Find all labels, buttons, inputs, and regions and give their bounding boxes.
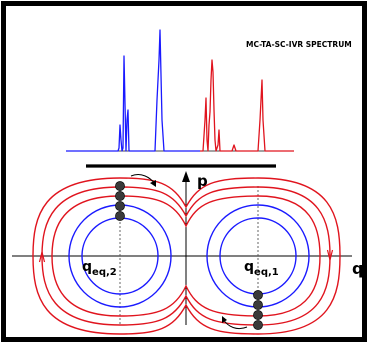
orbit-direction-tick-right: [326, 249, 334, 261]
trajectory-point: [253, 320, 263, 330]
q-axis-label: q: [352, 259, 363, 278]
spectrum-title: MC-TA-SC-IVR SPECTRUM: [246, 40, 352, 49]
trajectory-point: [115, 191, 125, 201]
orbit-direction-tick-left: [38, 251, 46, 263]
trajectory-point: [115, 201, 125, 211]
trajectory-point: [115, 181, 125, 191]
trajectory-point: [253, 300, 263, 310]
orbit-red-middle: [41, 186, 331, 326]
curved-arrow-icon: [222, 316, 248, 330]
trajectory-point: [253, 290, 263, 300]
orbit-red-outer: [32, 177, 341, 335]
eq1-label: qeq,1: [244, 259, 279, 278]
spectrum-peaks-red: [200, 59, 294, 152]
orbit-red-inner: [51, 195, 321, 317]
spectrum-peaks-blue: [66, 29, 200, 152]
curved-arrow-icon: [130, 174, 156, 187]
p-axis-label: p: [197, 172, 208, 190]
trajectory-point: [253, 310, 263, 320]
p-axis-arrowhead: [182, 171, 190, 182]
trajectory-point: [115, 211, 125, 221]
eq2-label: qeq,2: [82, 259, 117, 278]
frame-border: [1, 1, 367, 342]
